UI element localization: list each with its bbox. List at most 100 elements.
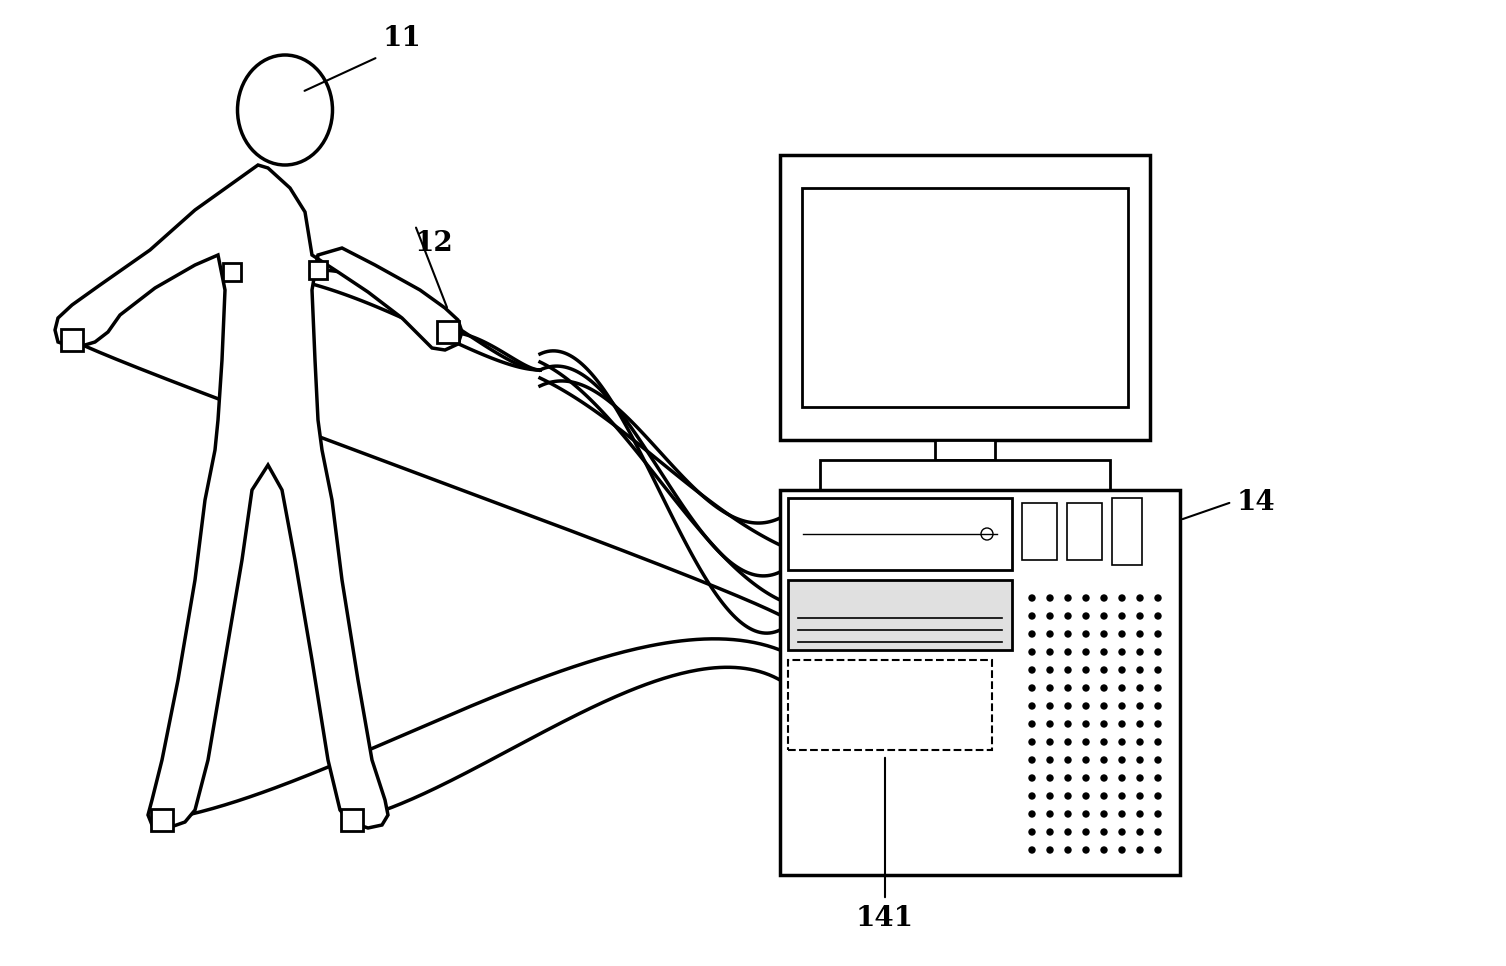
FancyBboxPatch shape [223,263,241,281]
Circle shape [1029,649,1035,655]
Circle shape [1119,847,1125,853]
Circle shape [1029,739,1035,745]
FancyBboxPatch shape [780,155,1151,440]
Circle shape [1119,829,1125,835]
Circle shape [1137,775,1143,781]
Circle shape [1083,757,1089,763]
Circle shape [1137,829,1143,835]
Circle shape [1083,631,1089,637]
Circle shape [1065,649,1071,655]
Circle shape [1083,595,1089,601]
Text: 141: 141 [855,905,914,932]
Circle shape [1047,847,1053,853]
Circle shape [1101,739,1107,745]
Circle shape [1047,829,1053,835]
Circle shape [1155,739,1161,745]
FancyBboxPatch shape [819,460,1110,490]
Circle shape [1065,631,1071,637]
Circle shape [1119,811,1125,817]
Circle shape [1065,595,1071,601]
Circle shape [1119,739,1125,745]
Circle shape [1155,685,1161,691]
Text: 11: 11 [383,25,422,52]
Circle shape [1101,667,1107,673]
Circle shape [1047,721,1053,727]
Circle shape [1029,829,1035,835]
Circle shape [1065,811,1071,817]
Circle shape [1119,685,1125,691]
Circle shape [1029,685,1035,691]
Circle shape [1047,685,1053,691]
FancyBboxPatch shape [780,490,1181,875]
Circle shape [1083,703,1089,709]
Circle shape [1029,721,1035,727]
Circle shape [1029,667,1035,673]
Circle shape [1137,667,1143,673]
Circle shape [1155,703,1161,709]
Circle shape [1137,685,1143,691]
Circle shape [1083,667,1089,673]
Circle shape [1083,721,1089,727]
Circle shape [1119,595,1125,601]
Text: 14: 14 [1236,489,1276,516]
Circle shape [1155,757,1161,763]
Circle shape [1155,667,1161,673]
Circle shape [1119,613,1125,619]
Ellipse shape [238,55,333,165]
Circle shape [1047,595,1053,601]
FancyBboxPatch shape [788,498,1012,570]
Circle shape [1083,649,1089,655]
FancyBboxPatch shape [1023,503,1057,560]
Circle shape [1155,631,1161,637]
Circle shape [1047,613,1053,619]
Circle shape [1065,613,1071,619]
Circle shape [1065,685,1071,691]
Circle shape [1047,703,1053,709]
Circle shape [1155,847,1161,853]
Circle shape [1137,595,1143,601]
Circle shape [1029,631,1035,637]
Circle shape [1101,793,1107,799]
Circle shape [1119,631,1125,637]
Circle shape [1083,847,1089,853]
Circle shape [1047,793,1053,799]
Circle shape [1101,757,1107,763]
Circle shape [1065,667,1071,673]
Circle shape [1119,775,1125,781]
Circle shape [1101,703,1107,709]
Circle shape [1137,793,1143,799]
Circle shape [1137,739,1143,745]
Circle shape [1119,721,1125,727]
Circle shape [1065,721,1071,727]
Circle shape [1137,703,1143,709]
Circle shape [1047,739,1053,745]
Circle shape [1047,757,1053,763]
Circle shape [1155,811,1161,817]
Circle shape [1101,595,1107,601]
Circle shape [1137,847,1143,853]
Circle shape [1119,703,1125,709]
Circle shape [1119,793,1125,799]
Circle shape [1101,631,1107,637]
Circle shape [1029,757,1035,763]
Circle shape [1083,739,1089,745]
Circle shape [1047,811,1053,817]
FancyBboxPatch shape [1111,498,1142,565]
Circle shape [1029,703,1035,709]
Circle shape [1137,811,1143,817]
Text: 12: 12 [416,230,453,257]
Circle shape [1101,649,1107,655]
Circle shape [1155,649,1161,655]
Circle shape [1137,649,1143,655]
Circle shape [1155,721,1161,727]
Circle shape [1101,613,1107,619]
Circle shape [1101,775,1107,781]
Circle shape [1065,757,1071,763]
Circle shape [1083,613,1089,619]
Circle shape [1083,685,1089,691]
PathPatch shape [56,165,462,828]
Circle shape [1155,829,1161,835]
Circle shape [1155,793,1161,799]
Circle shape [1137,631,1143,637]
FancyBboxPatch shape [151,809,173,831]
